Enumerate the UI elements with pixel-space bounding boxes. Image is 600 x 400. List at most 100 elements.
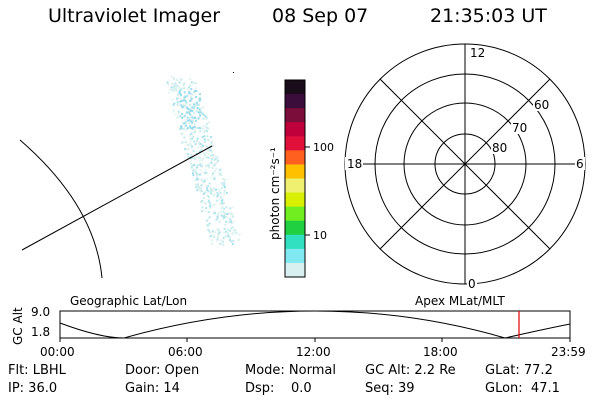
aurora-pixel <box>207 211 210 213</box>
aurora-pixel <box>190 98 193 101</box>
aurora-pixel <box>204 164 207 167</box>
aurora-pixel <box>190 133 193 136</box>
aurora-pixel <box>211 151 214 154</box>
aurora-pixel <box>190 96 193 99</box>
aurora-pixel <box>222 184 225 187</box>
aurora-pixel <box>198 127 201 129</box>
aurora-pixel <box>207 218 210 221</box>
aurora-pixel <box>199 190 202 193</box>
aurora-pixel <box>197 178 200 181</box>
aurora-pixel <box>177 103 180 105</box>
aurora-pixel <box>194 169 197 172</box>
aurora-pixel <box>177 86 180 89</box>
aurora-pixel <box>192 104 195 107</box>
colorbar-stripe <box>285 164 305 180</box>
aurora-pixel <box>226 191 228 194</box>
aurora-pixel <box>211 167 214 170</box>
aurora-pixel <box>180 88 183 91</box>
aurora-pixel <box>197 97 200 100</box>
aurora-pixel <box>193 163 196 166</box>
aurora-pixel <box>186 111 189 114</box>
colorbar-stripe <box>285 234 305 250</box>
aurora-pixel <box>191 131 194 134</box>
colorbar-tick-label-10: 10 <box>313 229 327 242</box>
aurora-pixel <box>211 173 214 176</box>
aurora-pixel <box>189 99 192 102</box>
aurora-pixel <box>189 113 191 116</box>
aurora-pixel <box>211 189 214 192</box>
gc-alt-info: GC Alt: 2.2 Re <box>365 363 456 378</box>
aurora-pixel <box>217 171 220 174</box>
aurora-pixel <box>182 99 185 102</box>
aurora-pixel <box>221 198 224 201</box>
aurora-pixel <box>175 89 178 91</box>
aurora-pixel <box>220 207 223 210</box>
aurora-pixel <box>196 174 199 177</box>
aurora-pixel <box>202 117 205 120</box>
aurora-pixel <box>217 230 220 233</box>
aurora-pixel <box>225 220 228 223</box>
polar-diagonal-2 <box>379 78 551 250</box>
aurora-pixel <box>184 148 187 150</box>
aurora-pixel <box>216 195 219 198</box>
longitude-line <box>21 145 213 251</box>
geographic-image-panel <box>19 72 241 279</box>
aurora-pixel <box>203 201 206 204</box>
aurora-pixel <box>184 95 187 98</box>
aurora-pixel <box>206 188 209 191</box>
aurora-pixel <box>209 235 212 238</box>
aurora-pixel <box>222 218 225 221</box>
aurora-pixel <box>210 161 213 164</box>
aurora-pixel <box>200 201 203 203</box>
aurora-pixel <box>173 88 175 91</box>
aurora-pixel <box>187 156 190 159</box>
aurora-pixel <box>211 156 214 159</box>
aurora-pixel <box>221 205 224 208</box>
aurora-pixel <box>194 87 197 90</box>
colorbar: 100 10 photon cm⁻²s⁻¹ <box>268 79 334 278</box>
aurora-pixel <box>235 231 238 234</box>
colorbar-stripe <box>285 136 305 151</box>
aurora-pixel <box>199 97 202 100</box>
label-backdrop <box>345 157 363 170</box>
aurora-pixel <box>191 137 194 140</box>
aurora-pixel <box>189 120 192 123</box>
aurora-pixel <box>220 187 223 189</box>
aurora-pixel <box>201 112 204 115</box>
aurora-pixel <box>173 85 176 87</box>
aurora-pixel <box>181 122 184 125</box>
filter-info: Flt: LBHL <box>8 363 66 378</box>
aurora-pixel <box>176 93 179 96</box>
aurora-pixel <box>183 98 186 101</box>
aurora-pixel <box>176 116 179 119</box>
aurora-pixel <box>179 94 182 97</box>
aurora-pixel <box>195 126 198 129</box>
aurora-pixel <box>222 236 225 239</box>
aurora-pixel <box>224 224 227 226</box>
aurora-pixel <box>171 75 174 78</box>
colorbar-frame <box>284 79 306 278</box>
aurora-pixel <box>218 189 221 192</box>
aurora-pixel <box>189 92 192 95</box>
aurora-pixel <box>208 182 211 185</box>
aurora-pixel <box>199 153 202 156</box>
aurora-pixel <box>212 212 215 215</box>
aurora-pixel <box>228 221 231 224</box>
aurora-pixel <box>207 200 210 203</box>
aurora-pixel <box>191 121 194 124</box>
aurora-pixel <box>198 156 201 159</box>
colorbar-stripe <box>285 262 305 278</box>
aurora-pixel <box>210 191 213 194</box>
aurora-pixel <box>205 185 208 188</box>
aurora-pixel <box>207 195 210 198</box>
mlt-label-0: 0 <box>468 277 476 291</box>
aurora-pixel <box>199 173 202 176</box>
aurora-pixel <box>192 126 195 129</box>
aurora-pixel <box>223 186 226 189</box>
aurora-pixel <box>213 176 215 179</box>
aurora-pixel <box>197 117 200 120</box>
aurora-pixel <box>186 127 189 129</box>
colorbar-stripe <box>285 150 305 166</box>
aurora-pixel <box>181 116 184 119</box>
aurora-pixel <box>190 139 192 142</box>
